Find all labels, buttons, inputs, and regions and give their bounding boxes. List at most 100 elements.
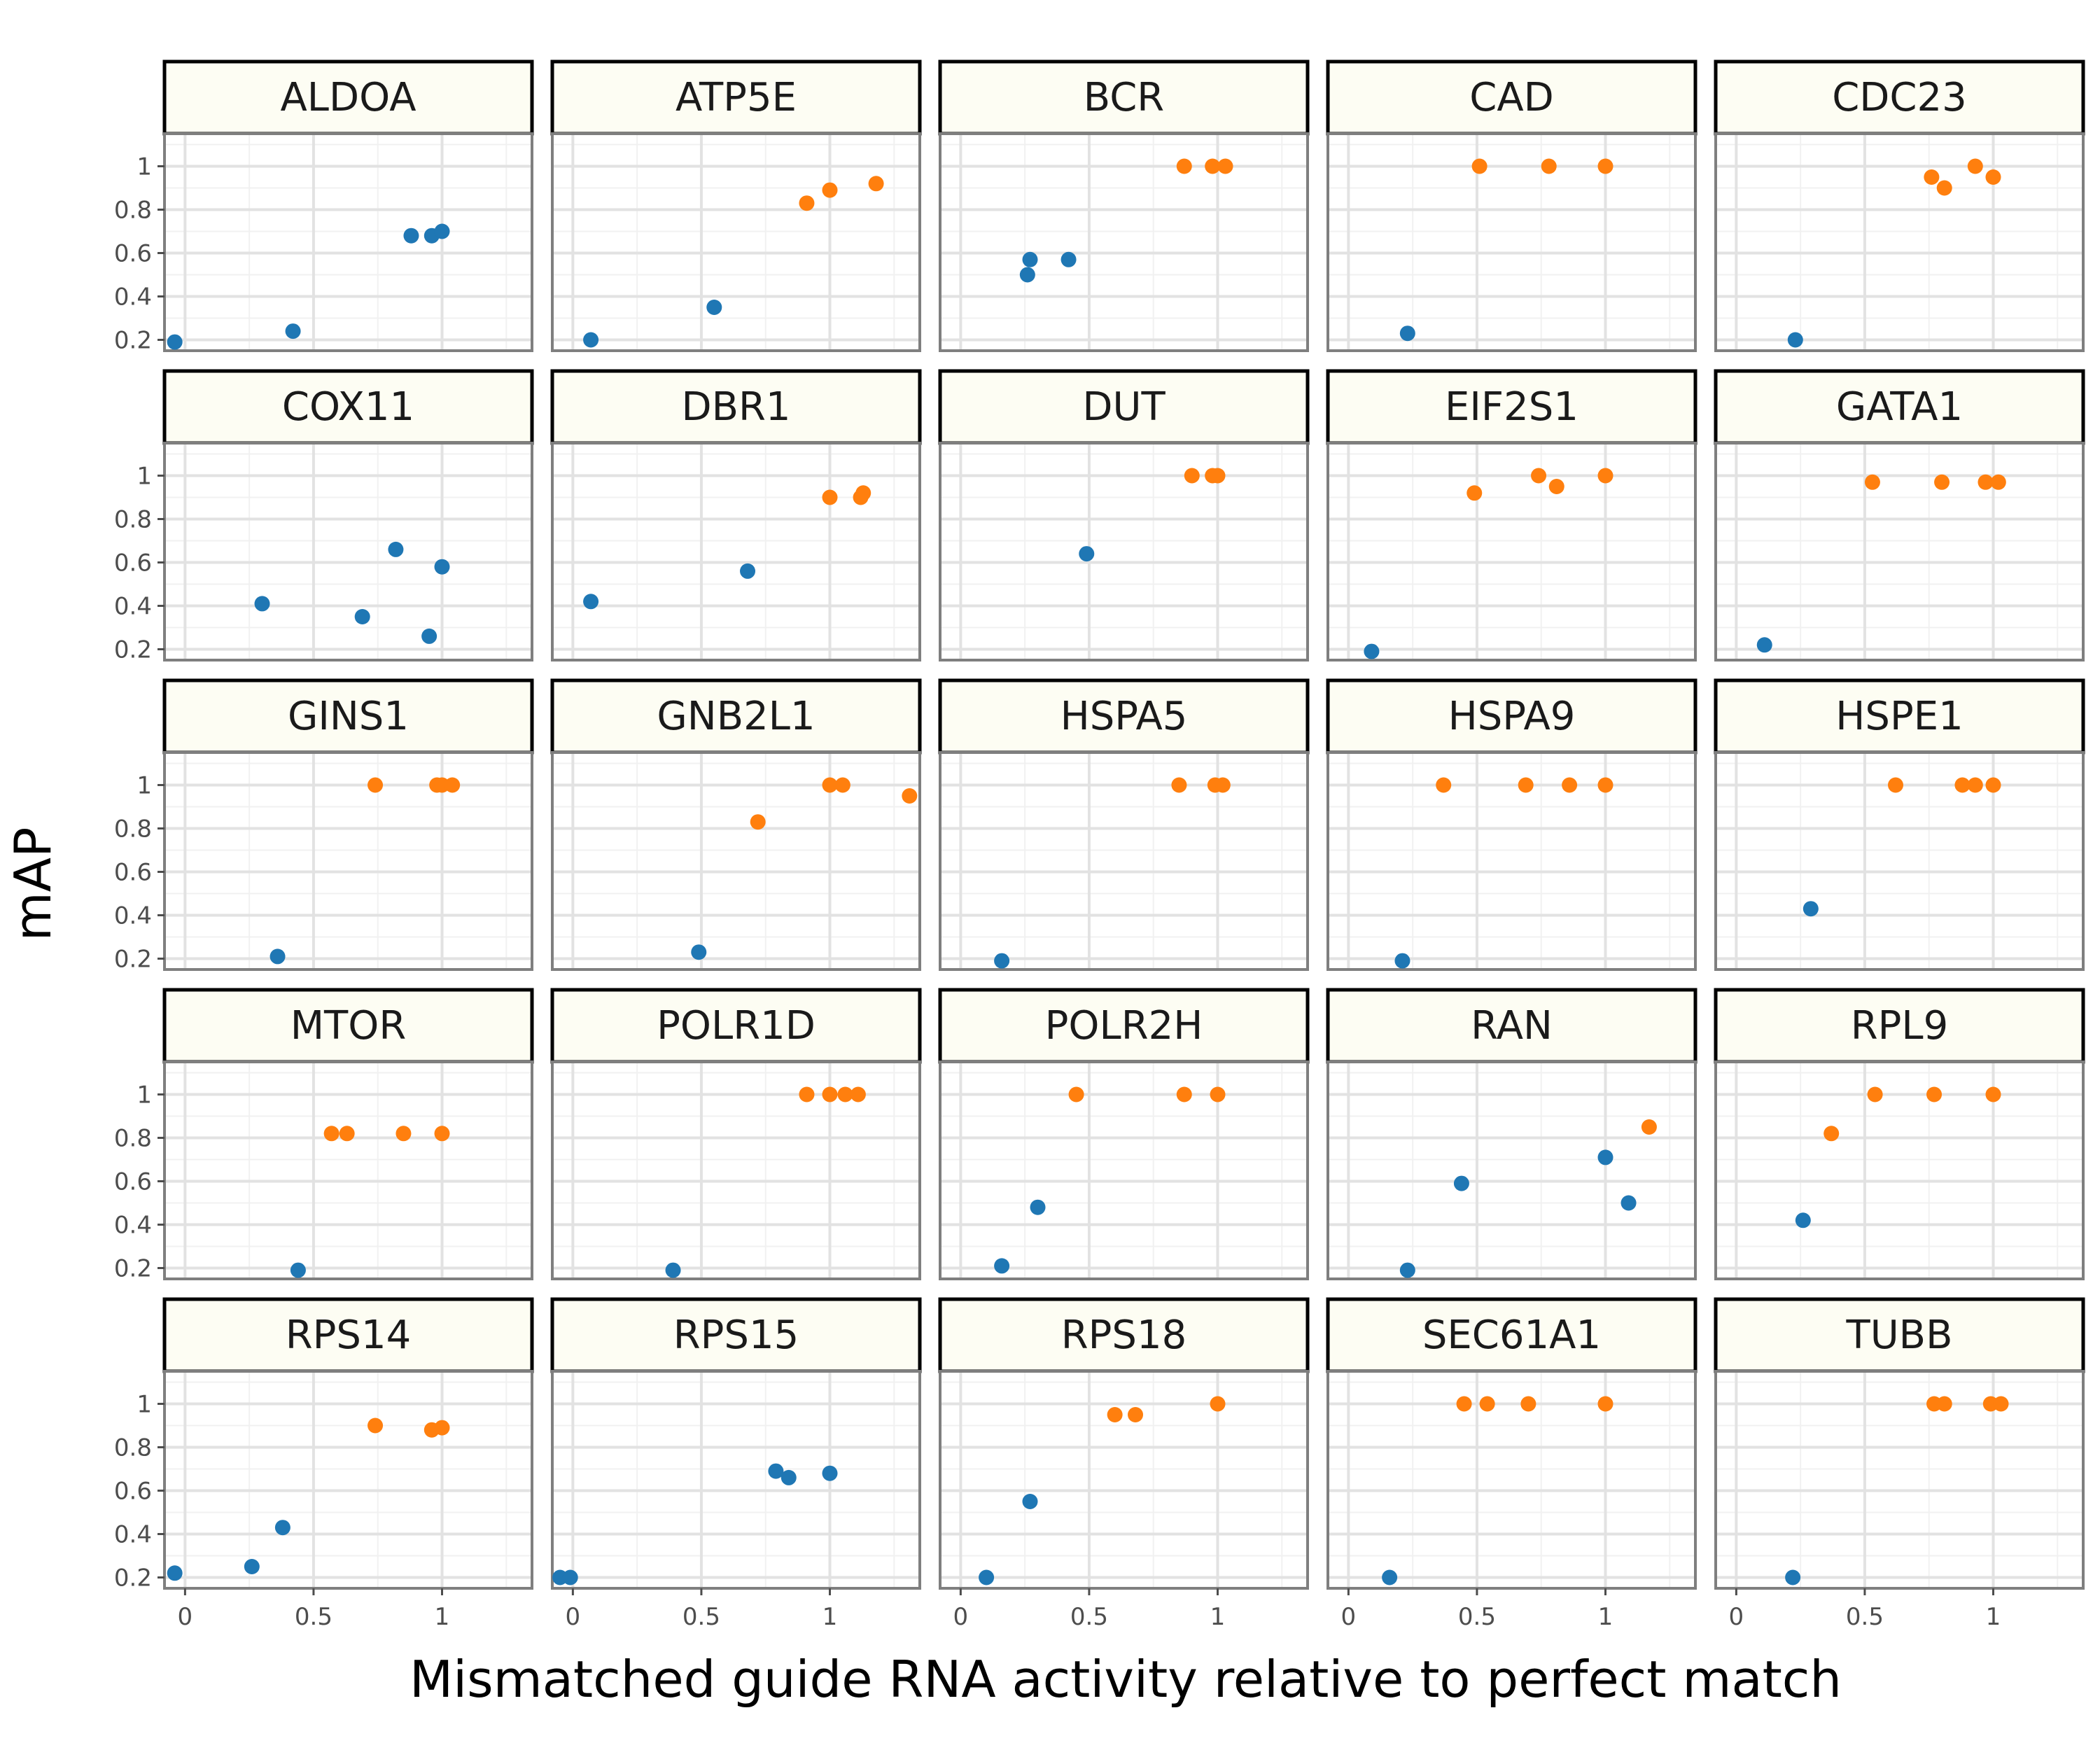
facet-strip bbox=[1326, 678, 1698, 755]
plot-area bbox=[1716, 443, 2083, 660]
y-tick-label: 0.6 bbox=[114, 240, 152, 268]
y-tick-label: 0.6 bbox=[114, 1478, 152, 1506]
facet-panel: GNB2L1 bbox=[550, 678, 922, 971]
x-axis-title: Mismatched guide RNA activity relative t… bbox=[410, 1650, 1842, 1709]
facet-strip-label: GINS1 bbox=[288, 694, 409, 739]
y-tick-label: 0.6 bbox=[114, 1168, 152, 1196]
facet-strip-label: CDC23 bbox=[1832, 75, 1967, 120]
x-tick-label: 0 bbox=[178, 1603, 193, 1631]
data-point-orange bbox=[1548, 479, 1564, 494]
facet-strip bbox=[938, 369, 1310, 445]
data-point-orange bbox=[822, 777, 838, 793]
facet-strip-label: SEC61A1 bbox=[1422, 1312, 1601, 1358]
facet-strip bbox=[1326, 59, 1698, 136]
data-point-orange bbox=[434, 1420, 450, 1436]
data-point-blue bbox=[1453, 1175, 1469, 1191]
data-point-blue bbox=[706, 300, 722, 315]
facet-strip-label: RPL9 bbox=[1851, 1003, 1949, 1049]
data-point-blue bbox=[665, 1262, 681, 1278]
data-point-blue bbox=[1802, 901, 1819, 917]
x-tick-label: 1 bbox=[1210, 1603, 1226, 1631]
data-point-orange bbox=[1954, 777, 1970, 793]
plot-area bbox=[1328, 1062, 1695, 1279]
panel-border bbox=[1714, 132, 2085, 352]
data-point-orange bbox=[1518, 777, 1534, 793]
x-tick-label: 0.5 bbox=[682, 1603, 720, 1631]
facet-strip bbox=[162, 988, 534, 1064]
x-tick-label: 0 bbox=[1729, 1603, 1744, 1631]
data-point-blue bbox=[1060, 251, 1077, 267]
plot-area bbox=[1716, 134, 2083, 351]
data-point-blue bbox=[1795, 1212, 1811, 1228]
facet-strip-label: RPS18 bbox=[1061, 1312, 1186, 1358]
data-point-orange bbox=[855, 485, 872, 501]
data-point-orange bbox=[1993, 1396, 2009, 1412]
data-point-orange bbox=[1597, 1396, 1614, 1412]
plot-area bbox=[940, 1371, 1308, 1588]
y-tick-label: 0.8 bbox=[114, 506, 152, 534]
facet-panel: GINS1 0.2 0.4 0.6 0.8 1 bbox=[114, 678, 534, 974]
panel-border bbox=[163, 1370, 533, 1590]
x-tick-label: 0 bbox=[1341, 1603, 1357, 1631]
data-point-orange bbox=[1068, 1086, 1084, 1102]
data-point-orange bbox=[1562, 777, 1578, 793]
data-point-blue bbox=[1022, 1494, 1038, 1509]
data-point-orange bbox=[368, 777, 384, 793]
facet-strip-label: BCR bbox=[1084, 75, 1164, 120]
plot-area bbox=[552, 1371, 920, 1588]
data-point-orange bbox=[1210, 1396, 1226, 1412]
y-tick-label: 0.6 bbox=[114, 859, 152, 887]
data-point-orange bbox=[368, 1418, 384, 1434]
y-tick-label: 1 bbox=[136, 153, 152, 181]
data-point-orange bbox=[1531, 468, 1547, 484]
y-tick-label: 0.8 bbox=[114, 816, 152, 844]
data-point-orange bbox=[1926, 1086, 1942, 1102]
x-tick-label: 0.5 bbox=[1846, 1603, 1884, 1631]
facet-strip-label: HSPA5 bbox=[1060, 694, 1188, 739]
facet-panel: POLR2H bbox=[938, 988, 1310, 1280]
panel-border bbox=[1326, 1060, 1697, 1280]
y-tick-label: 0.6 bbox=[114, 550, 152, 578]
data-point-orange bbox=[1128, 1407, 1144, 1422]
data-point-blue bbox=[434, 223, 450, 239]
plot-area bbox=[164, 134, 532, 351]
data-point-orange bbox=[1107, 1407, 1123, 1422]
plot-area bbox=[164, 1062, 532, 1279]
facet-strip bbox=[162, 59, 534, 136]
y-tick-label: 1 bbox=[136, 1391, 152, 1419]
data-point-blue bbox=[270, 948, 286, 965]
data-point-blue bbox=[1787, 332, 1803, 348]
x-tick-label: 0.5 bbox=[1458, 1603, 1496, 1631]
facet-panel: TUBB 0 0.5 1 bbox=[1714, 1297, 2085, 1631]
facet-strip bbox=[162, 369, 534, 445]
panel-border bbox=[1714, 442, 2085, 662]
data-point-orange bbox=[799, 1086, 815, 1102]
data-point-orange bbox=[1967, 158, 1983, 174]
data-point-orange bbox=[1436, 777, 1452, 793]
data-point-blue bbox=[421, 628, 438, 644]
panel-border bbox=[163, 132, 533, 352]
facet-panel: RPS18 0 0.5 1 bbox=[938, 1297, 1310, 1631]
data-point-blue bbox=[1756, 637, 1772, 653]
facet-strip bbox=[162, 1297, 534, 1373]
data-point-orange bbox=[1471, 158, 1488, 174]
data-point-orange bbox=[1823, 1126, 1840, 1142]
data-point-blue bbox=[994, 953, 1010, 969]
facet-strip-label: ALDOA bbox=[280, 75, 416, 120]
data-point-orange bbox=[444, 777, 461, 793]
panel-border bbox=[1326, 751, 1697, 971]
facet-strip-label: HSPE1 bbox=[1835, 694, 1963, 739]
y-tick-label: 0.8 bbox=[114, 1434, 152, 1462]
data-point-orange bbox=[1967, 777, 1983, 793]
panel-border bbox=[163, 1060, 533, 1280]
y-tick-label: 1 bbox=[136, 772, 152, 800]
data-point-orange bbox=[1985, 1086, 2001, 1102]
data-point-orange bbox=[822, 489, 838, 505]
data-point-blue bbox=[562, 1569, 578, 1586]
x-tick-label: 0.5 bbox=[1070, 1603, 1108, 1631]
facet-strip bbox=[1714, 1297, 2085, 1373]
facet-panel: POLR1D bbox=[550, 988, 922, 1280]
data-point-orange bbox=[1597, 468, 1614, 484]
panel-border bbox=[1326, 442, 1697, 662]
